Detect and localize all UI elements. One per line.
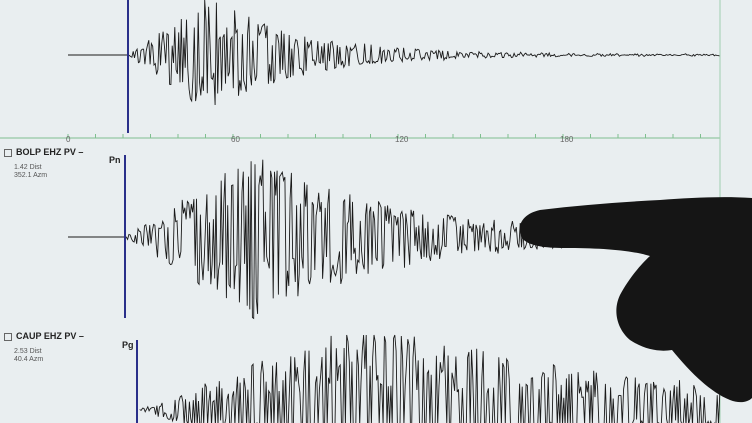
waveform-top xyxy=(68,0,720,106)
azimuth-label: 40.4 Azm xyxy=(14,356,44,363)
waveforms xyxy=(68,0,721,423)
station-label: BOLP EHZ PV – xyxy=(16,147,84,157)
station-label: CAUP EHZ PV – xyxy=(16,331,84,341)
channel-checkbox[interactable] xyxy=(4,148,12,157)
distance-label: 1.42 Dist xyxy=(14,164,42,171)
phase-label: Pn xyxy=(109,155,121,165)
axis-ticks xyxy=(67,134,701,138)
waveform-bolp xyxy=(68,159,620,320)
pointing-hand xyxy=(519,197,752,403)
distance-label: 2.53 Dist xyxy=(14,348,42,355)
channel-header-bolp[interactable]: BOLP EHZ PV – xyxy=(4,147,83,157)
tick-label-0: 0 xyxy=(66,135,71,144)
waveform-caup xyxy=(139,334,721,423)
channel-checkbox[interactable] xyxy=(4,332,12,341)
channel-header-caup[interactable]: CAUP EHZ PV – xyxy=(4,331,84,341)
phase-label: Pg xyxy=(122,340,134,350)
channel-meta: 2.53 Dist 40.4 Azm xyxy=(14,348,43,364)
channel-meta: 1.42 Dist 352.1 Azm xyxy=(14,164,47,180)
tick-label-60: 60 xyxy=(231,135,240,144)
azimuth-label: 352.1 Azm xyxy=(14,172,48,179)
tick-label-180: 180 xyxy=(560,135,574,144)
tick-label-120: 120 xyxy=(395,135,409,144)
